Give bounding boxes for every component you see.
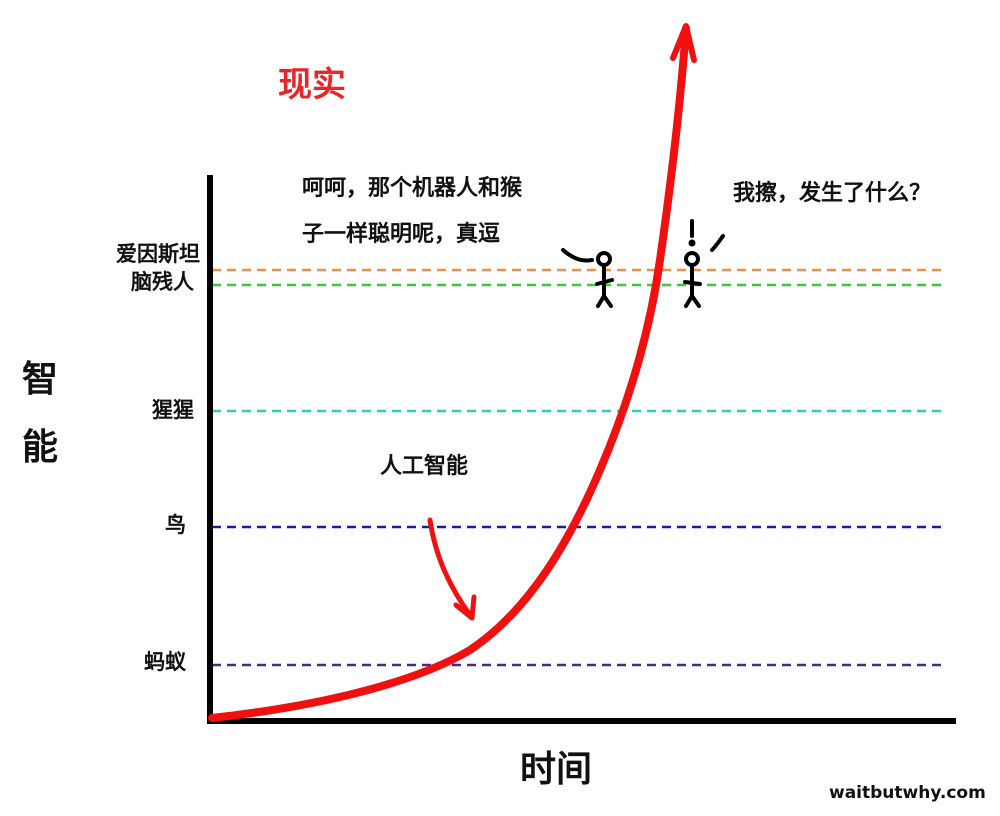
level-label-bird: 鸟 [165, 513, 186, 537]
credit-watermark: waitbutwhy.com [829, 783, 986, 803]
level-label-ant: 蚂蚁 [144, 650, 186, 674]
speech-left-line1: 呵呵，那个机器人和猴 [302, 176, 523, 201]
ai-pointer-arrow [427, 517, 473, 618]
ai-growth-curve [208, 24, 690, 722]
speech-left-line2: 子一样聪明呢，真逗 [302, 222, 501, 247]
level-label-einstein: 爱因斯坦 [116, 242, 200, 266]
level-label-chimp: 猩猩 [152, 398, 194, 422]
level-label-dumb-human: 脑残人 [131, 270, 194, 294]
stick-figure-left-icon [561, 248, 614, 308]
ai-curve-label: 人工智能 [380, 454, 469, 479]
y-axis-label-bottom: 能 [22, 427, 59, 468]
speech-right: 我擦，发生了什么？ [733, 181, 932, 206]
chart-title: 现实 [278, 65, 346, 105]
y-axis-label-top: 智 [22, 359, 59, 400]
curve-arrowhead-icon [670, 23, 697, 63]
ai-pointer-arrowhead-icon [453, 594, 477, 621]
x-axis-label: 时间 [520, 749, 593, 790]
stick-figure-right-icon [683, 219, 725, 308]
